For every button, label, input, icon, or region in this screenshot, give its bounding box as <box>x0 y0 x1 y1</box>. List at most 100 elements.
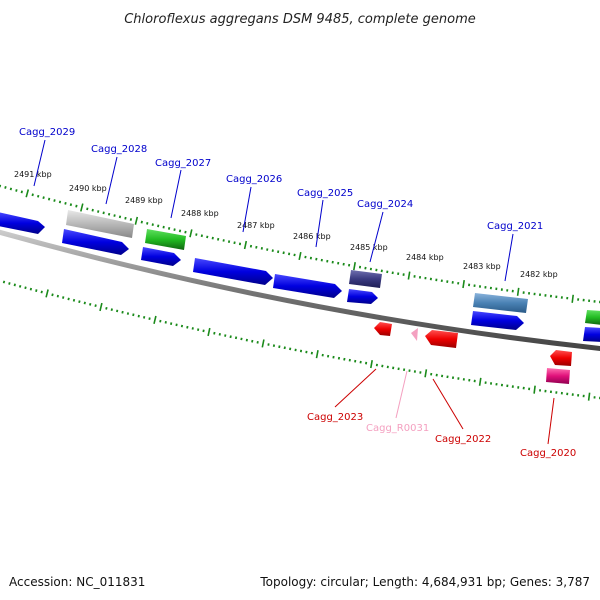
gene-label[interactable]: Cagg_2021 <box>487 221 543 232</box>
gene-label[interactable]: Cagg_2022 <box>435 434 491 445</box>
minor-tick <box>315 257 318 261</box>
gene-label[interactable]: Cagg_2025 <box>297 188 353 199</box>
gene-arrow-cagg2020[interactable] <box>550 350 572 366</box>
gene-arrow-cagg2028-b[interactable] <box>62 229 129 255</box>
minor-tick <box>113 214 116 217</box>
major-tick <box>407 271 411 280</box>
gene-block-cagg2021[interactable] <box>473 293 528 313</box>
gene-arrow-cagg2027-b[interactable] <box>141 247 181 266</box>
minor-tick <box>186 325 189 329</box>
kbp-label: 2490 kbp <box>69 184 107 193</box>
gene-block-cagg2024[interactable] <box>349 270 382 288</box>
minor-tick <box>240 337 243 341</box>
minor-tick <box>37 194 40 198</box>
gene-block-pink[interactable] <box>546 368 570 384</box>
kbp-label: 2491 kbp <box>14 170 52 179</box>
minor-tick <box>245 338 248 342</box>
minor-tick <box>222 239 225 242</box>
gene-label[interactable]: Cagg_2023 <box>307 412 363 423</box>
gene-label[interactable]: Cagg_2024 <box>357 199 413 210</box>
gene-arrow-cagg2022[interactable] <box>425 330 458 348</box>
major-tick <box>424 369 428 378</box>
minor-tick <box>359 360 362 364</box>
major-tick <box>134 216 139 225</box>
major-tick <box>80 203 84 212</box>
minor-tick <box>251 339 254 343</box>
minor-tick <box>78 300 81 304</box>
minor-tick <box>200 234 203 238</box>
kbp-label: 2482 kbp <box>520 270 558 279</box>
minor-tick <box>4 186 7 189</box>
minor-tick <box>277 250 280 254</box>
minor-tick <box>110 308 113 312</box>
minor-tick <box>91 208 94 212</box>
minor-tick <box>126 312 130 315</box>
gene-label[interactable]: Cagg_2020 <box>520 448 576 459</box>
minor-tick <box>53 199 56 202</box>
minor-tick <box>342 262 345 266</box>
minor-tick <box>202 329 205 333</box>
bottom-gene-labels: Cagg_2023 Cagg_R0031 Cagg_2022 Cagg_2020 <box>307 412 576 459</box>
minor-tick <box>62 296 65 299</box>
gene-block-cagg2027[interactable] <box>145 229 186 250</box>
major-tick <box>243 240 248 250</box>
genome-backbone <box>0 229 600 351</box>
gene-block-edge[interactable] <box>585 310 600 325</box>
gene-arrow-cagg2023[interactable] <box>374 322 392 336</box>
minor-tick <box>24 286 27 290</box>
gene-label[interactable]: Cagg_2028 <box>91 144 147 155</box>
minor-tick <box>197 328 200 331</box>
bottom-label-connectors <box>334 368 555 445</box>
minor-tick <box>343 357 346 361</box>
minor-tick <box>170 322 173 325</box>
major-tick <box>99 302 103 312</box>
minor-tick <box>8 282 11 285</box>
minor-tick <box>137 314 140 318</box>
gene-arrow-cagg2021-b[interactable] <box>471 311 524 330</box>
rna-arrow-caggr0031[interactable] <box>411 328 418 341</box>
minor-tick <box>29 287 33 291</box>
minor-tick <box>69 203 73 207</box>
minor-tick <box>206 235 209 239</box>
gene-label[interactable]: Cagg_R0031 <box>366 423 429 434</box>
minor-tick <box>289 347 292 351</box>
minor-tick <box>13 283 16 287</box>
kbp-label: 2483 kbp <box>463 262 501 271</box>
minor-tick <box>9 187 13 191</box>
minor-tick <box>129 218 133 221</box>
gene-arrow-cagg2029[interactable] <box>0 212 45 234</box>
minor-tick <box>364 266 367 270</box>
minor-tick <box>105 306 108 310</box>
kbp-labels: 2491 kbp 2490 kbp 2489 kbp 2488 kbp 2487… <box>14 170 558 279</box>
major-tick <box>153 315 157 324</box>
lower-tick-track <box>2 280 600 401</box>
minor-tick <box>249 244 253 248</box>
kbp-label: 2489 kbp <box>125 196 163 205</box>
major-tick <box>533 385 536 394</box>
minor-tick <box>224 334 227 337</box>
minor-tick <box>191 327 194 330</box>
minor-tick <box>255 245 258 249</box>
accession-text: Accession: NC_011831 <box>9 575 145 589</box>
major-tick <box>45 289 49 298</box>
gene-label[interactable]: Cagg_2026 <box>226 174 282 185</box>
gene-arrow-cagg2026[interactable] <box>193 258 273 285</box>
top-gene-labels: Cagg_2029 Cagg_2028 Cagg_2027 Cagg_2026 … <box>19 127 543 232</box>
feature-row-outer <box>0 210 600 325</box>
major-tick <box>207 327 211 337</box>
gene-arrow-edge[interactable] <box>583 327 600 342</box>
minor-tick <box>178 229 182 233</box>
minor-tick <box>272 344 276 347</box>
gene-label[interactable]: Cagg_2027 <box>155 158 211 169</box>
major-tick <box>315 350 319 359</box>
gene-block-cagg2028[interactable] <box>66 210 134 238</box>
gene-arrow-cagg2024-b[interactable] <box>347 289 378 304</box>
gene-arrow-cagg2025[interactable] <box>273 274 342 298</box>
minor-tick <box>132 313 135 317</box>
gene-label[interactable]: Cagg_2029 <box>19 127 75 138</box>
minor-tick <box>173 228 176 231</box>
minor-tick <box>2 280 6 284</box>
minor-tick <box>175 323 178 327</box>
minor-tick <box>234 336 238 340</box>
